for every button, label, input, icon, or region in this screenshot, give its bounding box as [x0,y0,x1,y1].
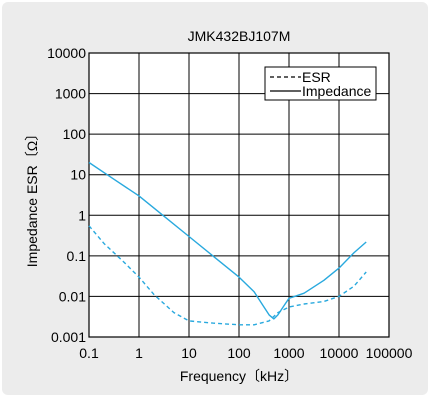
y-axis-title: Impedance ESR〔Ω〕 [24,127,40,267]
legend-label-esr: ESR [302,69,331,85]
y-tick-label: 10000 [47,45,86,61]
series-impedance-line [88,161,367,320]
y-tick-labels: 0.001 0.01 0.1 1 10 100 1000 10000 [47,45,86,345]
x-tick-label: 1000 [273,345,304,361]
x-axis-title: Frequency〔kHz〕 [180,368,298,384]
x-tick-label: 0.1 [79,345,99,361]
x-tick-label: 10000 [320,345,359,361]
legend-label-impedance: Impedance [302,83,371,99]
y-tick-label: 0.01 [59,288,86,304]
y-tick-label: 100 [63,126,87,142]
y-tick-label: 1 [78,207,86,223]
x-tick-label: 10 [181,345,197,361]
y-tick-label: 10 [70,167,86,183]
legend-box [264,66,377,101]
y-tick-label: 0.001 [51,329,86,345]
x-tick-labels: 0.1 1 10 100 1000 10000 100000 [79,345,412,361]
x-tick-label: 100 [227,345,251,361]
y-tick-label: 1000 [55,86,86,102]
chart-title: JMK432BJ107M [188,28,291,44]
series-esr-line [88,225,367,326]
x-tick-label: 1 [135,345,143,361]
y-tick-label: 0.1 [67,248,87,264]
series-lines [88,161,367,326]
x-tick-label: 100000 [366,345,413,361]
